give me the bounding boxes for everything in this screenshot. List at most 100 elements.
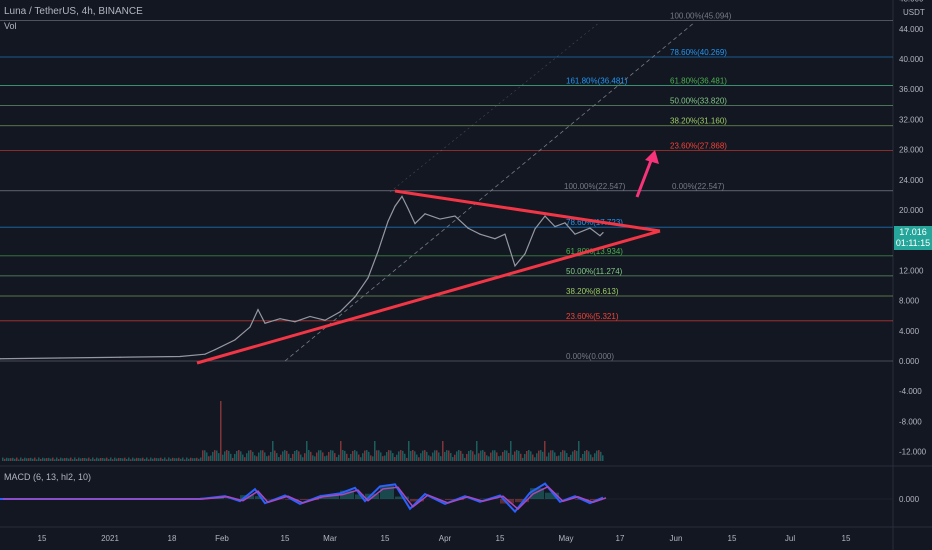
volume-bar [156, 458, 158, 461]
volume-bar [364, 450, 366, 461]
volume-bar [584, 451, 586, 461]
x-tick-label: 15 [281, 534, 290, 543]
price-point [574, 233, 576, 235]
volume-bar [170, 458, 172, 461]
volume-bar [212, 451, 214, 461]
volume-bar [222, 454, 224, 461]
volume-bar [270, 451, 272, 461]
volume-bar [22, 458, 24, 461]
volume-bar [8, 458, 10, 461]
volume-bar [312, 455, 314, 461]
volume-bar [310, 451, 312, 461]
y-tick-label: 48.000 [899, 0, 924, 4]
x-tick-label: 15 [842, 534, 851, 543]
volume-bar [396, 454, 398, 461]
volume-bar [336, 457, 338, 461]
volume-bar [348, 457, 350, 461]
volume-bar [14, 458, 16, 461]
volume-bar [430, 456, 432, 461]
volume-bar [476, 441, 478, 461]
price-point [387, 220, 389, 222]
volume-bar [86, 458, 88, 461]
volume-bar [178, 457, 180, 461]
volume-bar [508, 453, 510, 461]
volume-bar [366, 450, 368, 461]
price-point [454, 215, 456, 217]
volume-bar [142, 457, 144, 461]
volume-bar [160, 457, 162, 461]
volume-bar [448, 450, 450, 461]
volume-bar [362, 453, 364, 461]
macd-line [0, 482, 604, 514]
volume-bar [74, 457, 76, 461]
volume-bar [458, 450, 460, 461]
price-point [179, 355, 181, 358]
volume-bar [252, 451, 254, 461]
volume-bar [524, 453, 526, 461]
volume-bar [434, 450, 436, 461]
macd-signal-line [3, 485, 607, 511]
volume-bar [526, 450, 528, 461]
volume-bar [302, 457, 304, 461]
macd-histogram-bar [410, 499, 424, 502]
price-point [257, 309, 259, 311]
macd-label[interactable]: MACD (6, 13, hl2, 10) [4, 472, 92, 482]
volume-bar [58, 459, 60, 461]
price-point [367, 277, 369, 279]
volume-bar [442, 441, 444, 461]
price-point [414, 222, 416, 225]
price-point [424, 213, 426, 215]
volume-bar [32, 458, 34, 461]
volume-bar [166, 459, 168, 461]
volume-bar [446, 450, 448, 461]
fib-level-label: 61.80%(36.481) [670, 77, 727, 86]
volume-bar [582, 453, 584, 461]
volume-bar [148, 459, 150, 461]
volume-bar [398, 451, 400, 461]
volume-bar [506, 450, 508, 461]
volume-bar [518, 450, 520, 461]
volume-bar [344, 450, 346, 461]
volume-bar [96, 457, 98, 461]
volume-bar [230, 453, 232, 461]
volume-bar [122, 458, 124, 461]
volume-bar [484, 451, 486, 461]
volume-bar [194, 458, 196, 461]
x-tick-label: 18 [168, 534, 177, 543]
volume-bar [358, 454, 360, 461]
volume-bar [390, 450, 392, 461]
volume-bar [70, 457, 72, 461]
macd-histogram-bar [355, 494, 364, 499]
price-point [439, 218, 441, 220]
symbol-title[interactable]: Luna / TetherUS, 4h, BINANCE [4, 6, 143, 17]
volume-bar [6, 457, 8, 461]
volume-bar [424, 450, 426, 461]
volume-bar [300, 454, 302, 461]
price-point [534, 228, 536, 230]
volume-bar [118, 457, 120, 461]
volume-bar [464, 457, 466, 461]
volume-bar [462, 453, 464, 461]
price-point [407, 207, 409, 210]
volume-bar [536, 453, 538, 461]
y-tick-label: 32.000 [899, 115, 924, 124]
volume-bar [454, 454, 456, 461]
volume-bar [52, 457, 54, 461]
volume-bar [400, 450, 402, 461]
y-tick-label: 20.000 [899, 206, 924, 215]
volume-bar [586, 450, 588, 461]
volume-bar [408, 441, 410, 461]
volume-bar [192, 458, 194, 461]
volume-bar [532, 454, 534, 461]
volume-bar [356, 451, 358, 461]
breakout-arrow-head [645, 150, 659, 164]
volume-bar [168, 457, 170, 461]
volume-bar [298, 451, 300, 461]
price-point [467, 227, 469, 229]
volume-bar [82, 457, 84, 461]
y-tick-label: 12.000 [899, 266, 924, 275]
volume-bar [114, 457, 116, 461]
volume-bar [246, 453, 248, 461]
currency-label: USDT [903, 8, 925, 17]
